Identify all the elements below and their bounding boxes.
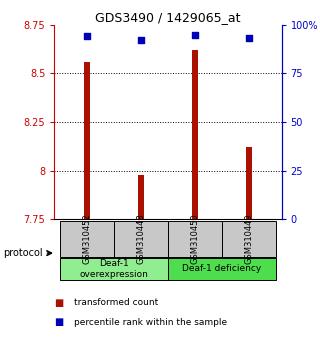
Bar <box>60 258 168 280</box>
Point <box>193 32 198 37</box>
Text: ■: ■ <box>54 298 64 308</box>
Bar <box>84 62 90 219</box>
Text: GSM310452: GSM310452 <box>82 213 91 264</box>
Text: GSM310449: GSM310449 <box>245 213 254 264</box>
Title: GDS3490 / 1429065_at: GDS3490 / 1429065_at <box>95 11 241 24</box>
Bar <box>192 50 198 219</box>
Text: percentile rank within the sample: percentile rank within the sample <box>74 318 227 327</box>
Bar <box>114 221 168 257</box>
Bar <box>222 221 276 257</box>
Bar <box>60 221 114 257</box>
Bar <box>168 221 222 257</box>
Text: Deaf-1 deficiency: Deaf-1 deficiency <box>182 264 262 273</box>
Point <box>84 34 89 39</box>
Text: ■: ■ <box>54 317 64 327</box>
Point <box>247 35 252 41</box>
Text: transformed count: transformed count <box>74 298 158 307</box>
Text: Deaf-1
overexpression: Deaf-1 overexpression <box>79 259 148 279</box>
Text: protocol: protocol <box>3 248 43 258</box>
Bar <box>246 148 252 219</box>
Point <box>138 38 143 43</box>
Bar <box>138 175 144 219</box>
Text: GSM310448: GSM310448 <box>136 213 146 264</box>
Bar <box>168 258 276 280</box>
Text: GSM310450: GSM310450 <box>190 213 200 264</box>
